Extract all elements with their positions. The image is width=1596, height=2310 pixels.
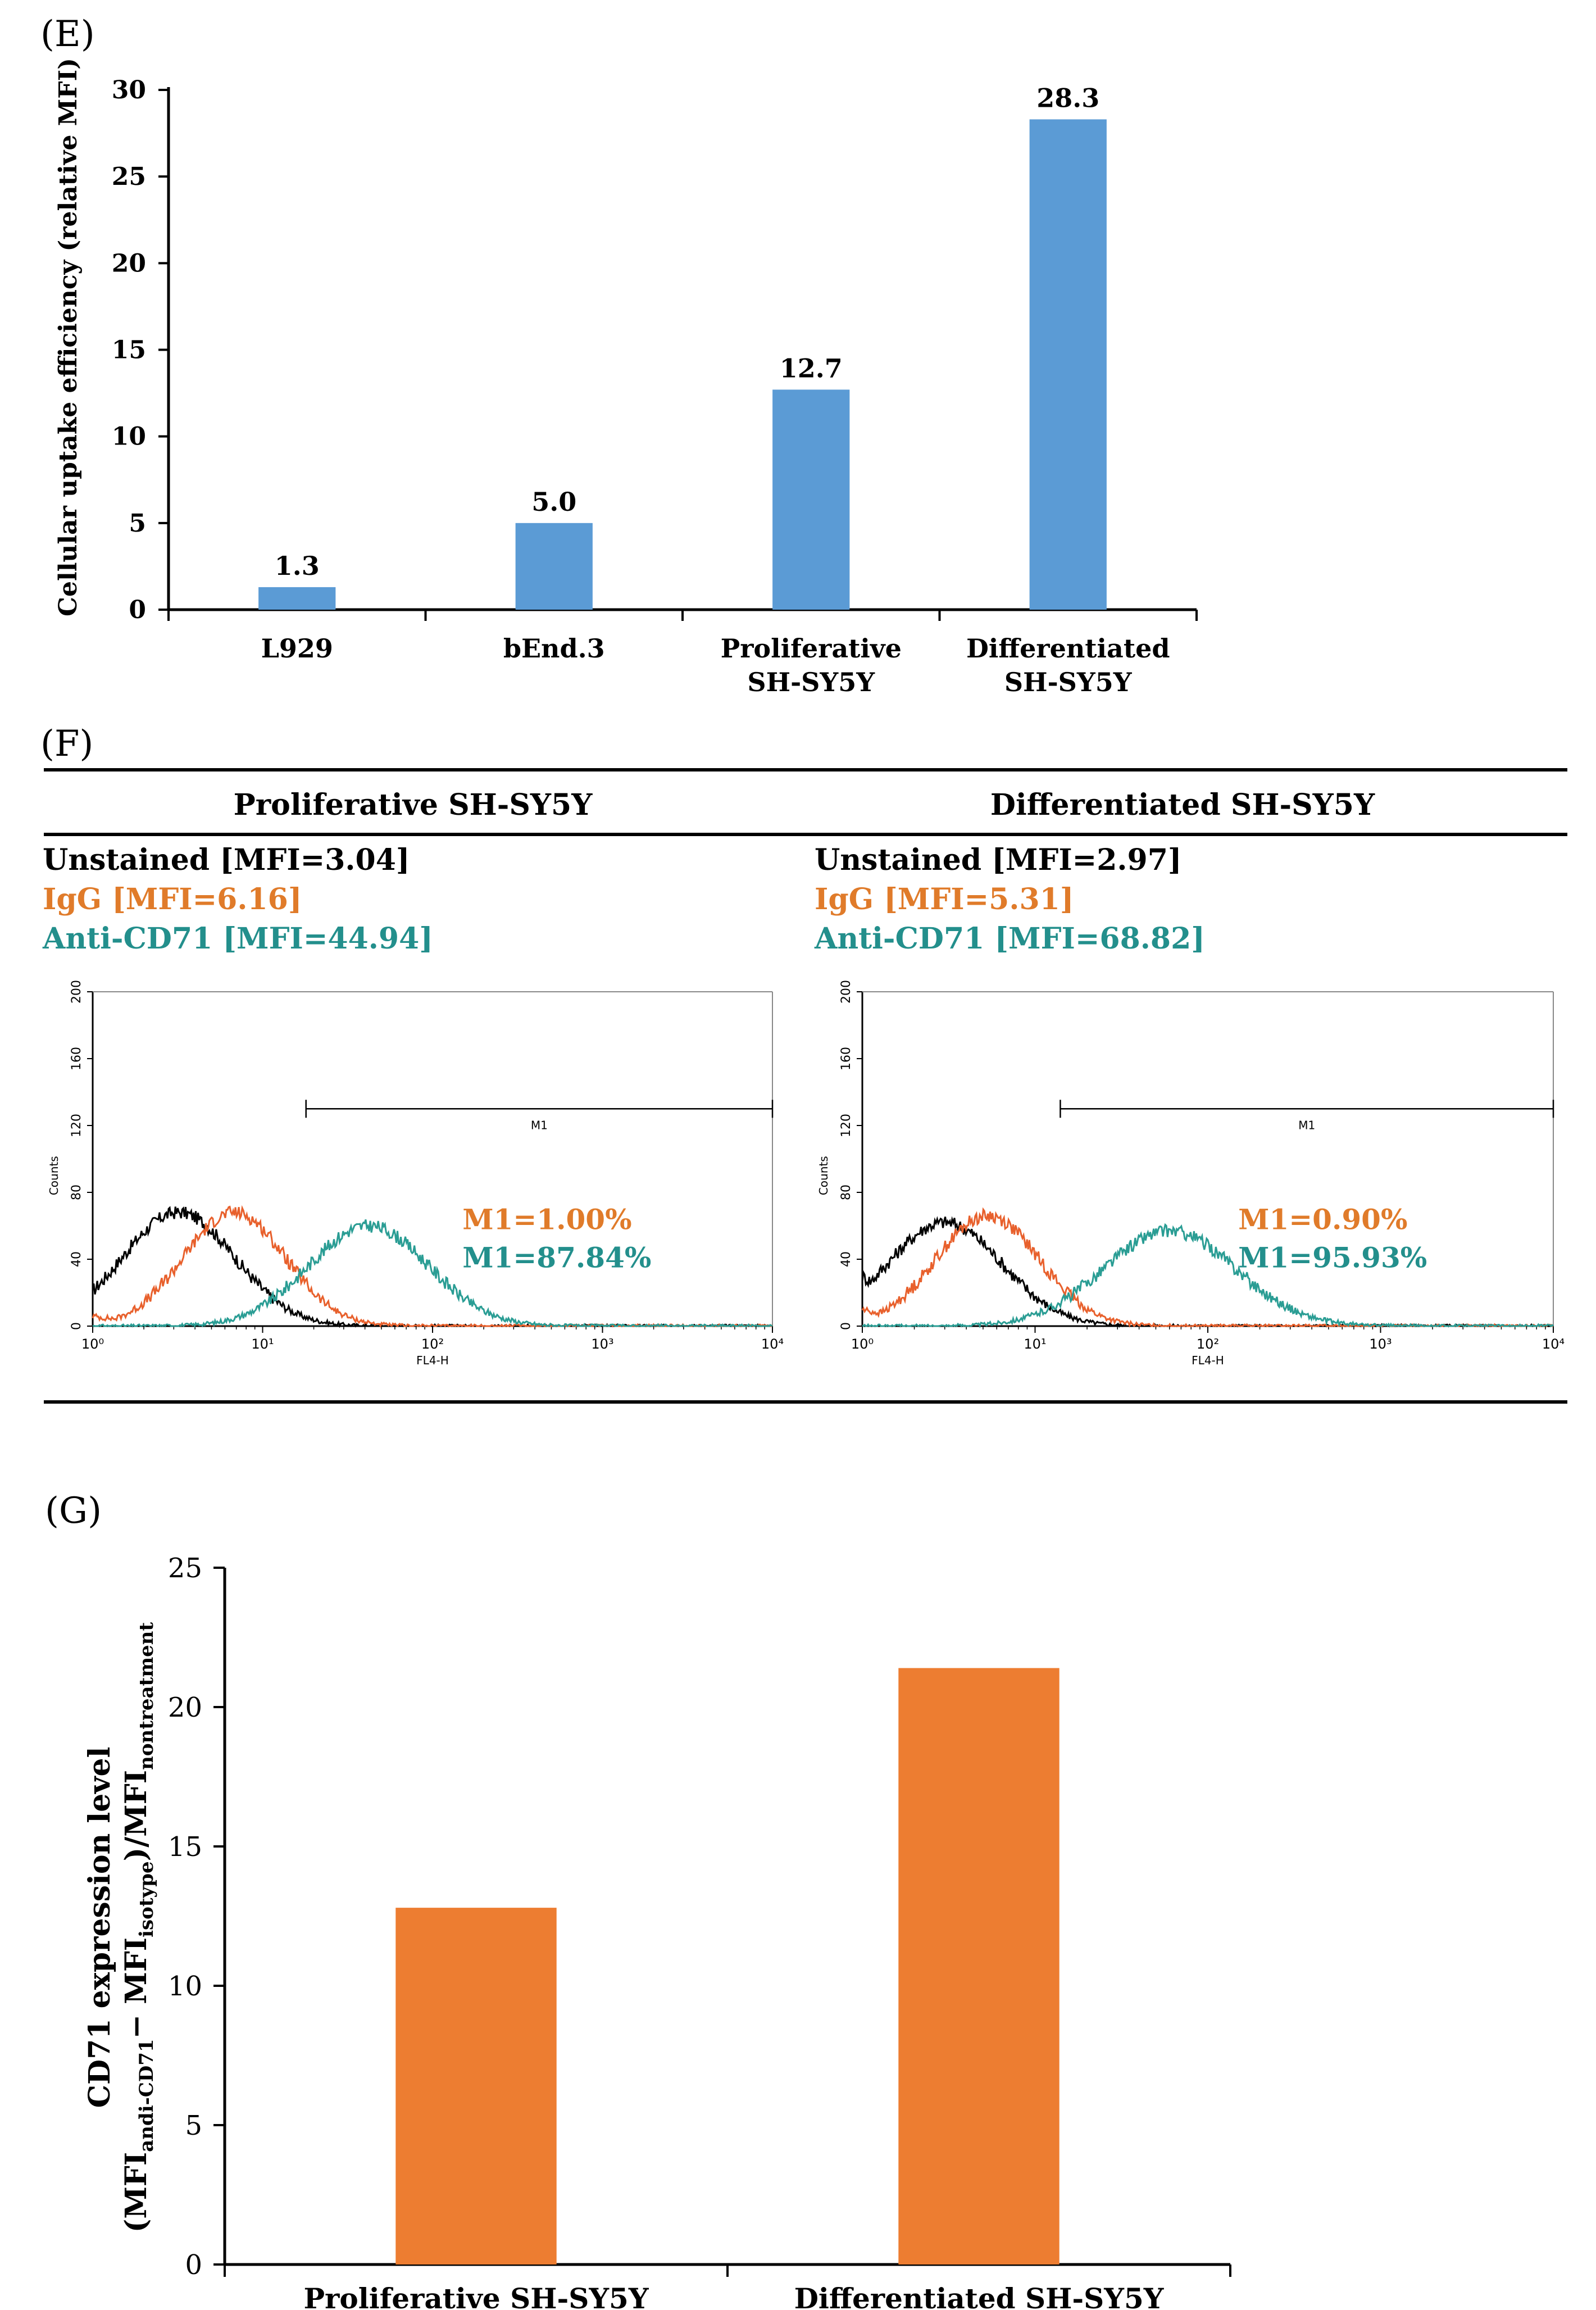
g-y-tick-label: 10 (168, 1971, 202, 2002)
f-x-tick-label: 10¹ (251, 1336, 274, 1352)
f-m1-igg: M1=0.90% (1238, 1202, 1407, 1236)
f-series-unstained (92, 1206, 772, 1328)
f-x-tick-label: 10² (1197, 1336, 1219, 1352)
f-y-tick-label: 0 (839, 1322, 853, 1330)
f-y-tick-label: 200 (839, 980, 853, 1004)
e-category-label: SH-SY5Y (1004, 667, 1133, 697)
e-y-tick-label: 5 (129, 509, 146, 538)
f-y-tick-label: 80 (70, 1185, 84, 1200)
e-bars: 1.3 5.0 12.7 28.3 (258, 83, 1107, 610)
e-category-label: Differentiated (966, 633, 1170, 664)
g-ylabel-sub-b: andi-CD71 (135, 2039, 158, 2152)
f-y-tick-label: 160 (839, 1047, 853, 1070)
f-y-tick-label: 160 (70, 1047, 84, 1070)
e-y-tick-label: 10 (112, 423, 146, 451)
f-x-axis-label: FL4-H (416, 1354, 449, 1367)
g-y-axis-label-line1: CD71 expression level (83, 1747, 117, 2108)
f-m1-anti-cd71: M1=95.93% (1238, 1241, 1427, 1274)
panel-e-label: (E) (40, 13, 95, 55)
e-bar (258, 587, 336, 610)
e-bar (772, 389, 850, 610)
g-axes: 0 5 10 15 20 25 Proliferative SH-SY5Y Different… (168, 1553, 1231, 2310)
f-y-tick-label: 120 (839, 1114, 853, 1137)
f-y-tick-label: 120 (70, 1114, 84, 1137)
f-gate-label: M1 (1298, 1118, 1315, 1132)
g-y-tick-label: 20 (168, 1692, 202, 1723)
f-x-tick-label: 10⁴ (1542, 1336, 1565, 1352)
f-x-axis-label: FL4-H (1192, 1354, 1224, 1367)
g-bars (395, 1668, 1060, 2264)
panel-g-label: (G) (45, 1490, 102, 1532)
e-data-label: 28.3 (1036, 83, 1099, 113)
e-data-label: 12.7 (780, 353, 843, 383)
g-category-label: Differentiated SH-SY5Y (794, 2282, 1165, 2310)
e-y-tick-label: 20 (112, 249, 146, 278)
e-category-label: SH-SY5Y (747, 667, 875, 697)
g-ylabel-part-e: )/MFI (119, 1770, 153, 1861)
g-bar (898, 1668, 1060, 2264)
e-category-label: Proliferative (721, 633, 902, 664)
f-x-tick-label: 10⁴ (761, 1336, 784, 1352)
f-heading-differentiated: Differentiated SH-SY5Y (990, 788, 1375, 822)
f-m1-igg: M1=1.00% (462, 1202, 631, 1236)
f-gate-label: M1 (531, 1118, 548, 1132)
e-y-tick-label: 25 (112, 162, 146, 191)
f-histogram-proliferative: 0 40 80 120 160 200 Counts 10⁰ 10¹ 10² 10³ 10⁴ FL4-H… (47, 980, 784, 1367)
f-y-tick-label: 40 (839, 1251, 853, 1267)
e-category-label: L929 (261, 633, 333, 664)
f-left-legend-unstained: Unstained [MFI=3.04] (43, 843, 410, 877)
e-data-label: 1.3 (275, 551, 320, 581)
f-y-tick-label: 200 (70, 980, 84, 1004)
f-y-tick-label: 80 (839, 1185, 853, 1200)
f-series-anti-cd71 (92, 1219, 773, 1328)
f-y-tick-label: 0 (70, 1322, 84, 1330)
f-right-legend-unstained: Unstained [MFI=2.97] (815, 843, 1181, 877)
f-x-tick-label: 10¹ (1024, 1336, 1046, 1352)
g-ylabel-part-c: − MFI (119, 1937, 153, 2039)
f-right-legend-igg: IgG [MFI=5.31] (815, 882, 1074, 916)
e-category-label: bEnd.3 (503, 633, 605, 664)
panel-f-label: (F) (40, 723, 93, 765)
panel-f: (F) Proliferative SH-SY5Y Differentiated… (40, 723, 1567, 1404)
f-heading-proliferative: Proliferative SH-SY5Y (234, 788, 593, 822)
f-left-legend-anti-cd71: Anti-CD71 [MFI=44.94] (42, 922, 433, 956)
panel-e: (E) Cellular uptake efficiency (relative… (40, 13, 1198, 697)
f-y-tick-label: 40 (70, 1251, 84, 1267)
f-series-anti-cd71 (862, 1223, 1554, 1329)
g-ylabel-sub-f: nontreatment (135, 1622, 158, 1769)
g-y-tick-label: 5 (185, 2110, 202, 2141)
g-ylabel-part-a: (MFI (119, 2152, 153, 2232)
f-histogram-differentiated: 0 40 80 120 160 200 Counts 10⁰ 10¹ 10² 10³ 10⁴ FL4-H… (817, 980, 1565, 1367)
f-m1-anti-cd71: M1=87.84% (462, 1241, 651, 1274)
f-x-tick-label: 10² (421, 1336, 444, 1352)
f-right-legend-anti-cd71: Anti-CD71 [MFI=68.82] (814, 922, 1205, 956)
f-x-tick-label: 10⁰ (851, 1336, 874, 1352)
f-series-unstained (861, 1216, 1554, 1328)
e-y-tick-label: 30 (112, 76, 146, 105)
g-y-tick-label: 15 (168, 1831, 202, 1863)
f-y-axis-label: Counts (47, 1156, 61, 1195)
g-ylabel-sub-d: isotype (135, 1861, 158, 1937)
g-category-label: Proliferative SH-SY5Y (303, 2282, 649, 2310)
f-x-tick-label: 10³ (591, 1336, 613, 1352)
g-y-tick-label: 25 (168, 1553, 202, 1584)
f-x-tick-label: 10⁰ (81, 1336, 104, 1352)
e-y-tick-label: 15 (112, 336, 146, 365)
e-y-tick-label: 0 (129, 596, 146, 624)
f-left-legend-igg: IgG [MFI=6.16] (43, 882, 302, 916)
f-series-igg (92, 1205, 773, 1328)
e-bar (515, 523, 593, 610)
e-bar (1029, 119, 1107, 610)
f-series-igg (861, 1207, 1554, 1328)
f-y-axis-label: Counts (817, 1156, 830, 1195)
g-y-tick-label: 0 (185, 2249, 202, 2281)
e-y-axis-label: Cellular uptake efficiency (relative MFI… (54, 58, 83, 616)
f-x-tick-label: 10³ (1369, 1336, 1392, 1352)
panel-g: (G) CD71 expression level (MFIandi-CD71−… (45, 1490, 1231, 2310)
g-bar (395, 1908, 557, 2264)
g-y-axis-label-line2: (MFIandi-CD71− MFIisotype)/MFInontreatme… (119, 1622, 158, 2232)
e-data-label: 5.0 (531, 487, 576, 517)
